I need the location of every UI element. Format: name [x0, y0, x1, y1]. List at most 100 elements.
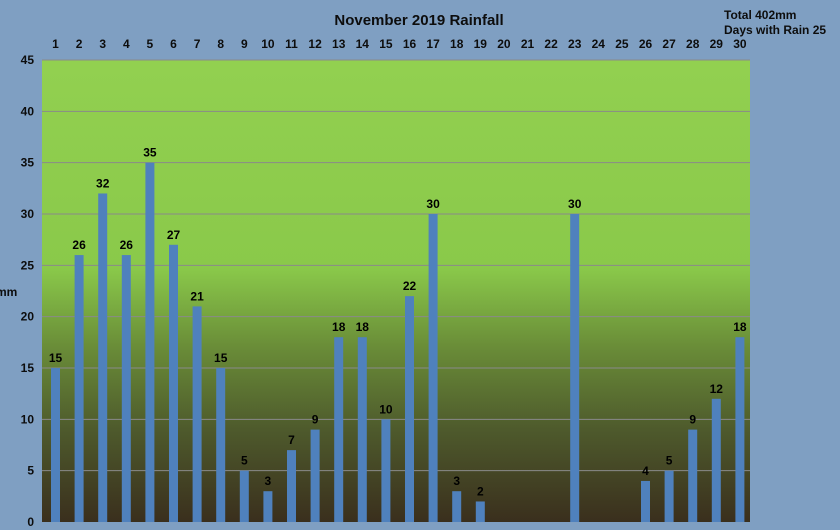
y-tick-label: 30: [21, 207, 35, 221]
data-label: 21: [190, 289, 204, 303]
data-label: 26: [72, 238, 86, 252]
bar-day-30: [735, 337, 745, 522]
data-label: 3: [265, 474, 272, 488]
data-label: 5: [666, 454, 673, 468]
x-tick-label: 18: [450, 37, 464, 51]
bar-day-10: [263, 491, 273, 522]
x-tick-label: 21: [521, 37, 535, 51]
bar-day-5: [145, 162, 155, 522]
bar-day-27: [664, 470, 674, 522]
x-tick-label: 12: [308, 37, 322, 51]
gridlines: [42, 59, 750, 472]
bar-day-9: [239, 470, 249, 522]
bar-day-4: [121, 255, 131, 523]
bar-day-14: [357, 337, 367, 522]
bar-day-3: [98, 193, 108, 522]
y-tick-label: 45: [21, 53, 35, 67]
bar-day-19: [475, 501, 485, 522]
bar-day-1: [51, 368, 60, 522]
data-label: 18: [356, 320, 370, 334]
x-tick-label: 8: [217, 37, 224, 51]
bar-day-12: [310, 429, 320, 522]
data-label: 10: [379, 402, 393, 416]
x-tick-label: 28: [686, 37, 700, 51]
x-tick-label: 1: [52, 37, 59, 51]
bar-day-11: [287, 450, 296, 522]
total-rainfall-text: Total 402mm: [724, 8, 796, 22]
x-tick-label: 11: [285, 37, 298, 51]
x-tick-label: 16: [403, 37, 417, 51]
bar-day-7: [192, 306, 202, 522]
bar-day-28: [688, 429, 698, 522]
x-tick-label: 10: [261, 37, 275, 51]
bar-day-8: [216, 368, 226, 522]
y-tick-label: 15: [21, 361, 35, 375]
data-label: 15: [49, 351, 63, 365]
x-tick-label: 19: [474, 37, 488, 51]
y-tick-label: 10: [21, 412, 35, 426]
data-label: 18: [332, 320, 346, 334]
x-tick-label: 15: [379, 37, 393, 51]
x-tick-label: 24: [592, 37, 606, 51]
bar-day-26: [641, 480, 650, 522]
bar-day-17: [428, 214, 438, 522]
y-tick-label: 20: [21, 310, 35, 324]
x-tick-label: 29: [710, 37, 724, 51]
x-tick-label: 9: [241, 37, 248, 51]
x-tick-label: 27: [662, 37, 676, 51]
data-label: 3: [453, 474, 460, 488]
x-tick-label: 22: [544, 37, 558, 51]
data-label: 30: [568, 197, 582, 211]
data-label: 2: [477, 484, 484, 498]
x-tick-label: 2: [76, 37, 83, 51]
x-tick-label: 14: [356, 37, 370, 51]
data-label: 15: [214, 351, 228, 365]
x-tick-label: 3: [99, 37, 106, 51]
bar-day-18: [452, 491, 462, 522]
data-label: 26: [120, 238, 134, 252]
data-label: 22: [403, 279, 417, 293]
y-tick-label: 25: [21, 258, 35, 272]
bar-day-29: [711, 398, 721, 522]
x-tick-label: 26: [639, 37, 653, 51]
y-tick-label: 5: [27, 464, 34, 478]
bar-day-16: [405, 296, 414, 522]
x-tick-label: 4: [123, 37, 130, 51]
data-label: 12: [710, 382, 724, 396]
days-with-rain-text: Days with Rain 25: [724, 23, 826, 37]
data-label: 30: [426, 197, 440, 211]
x-tick-label: 20: [497, 37, 511, 51]
y-axis-label: mm: [0, 285, 17, 299]
data-label: 27: [167, 228, 181, 242]
data-label: 7: [288, 433, 295, 447]
x-tick-label: 25: [615, 37, 629, 51]
data-label: 9: [689, 413, 696, 427]
bar-day-23: [570, 214, 580, 522]
x-tick-label: 5: [147, 37, 154, 51]
y-tick-label: 0: [27, 515, 34, 529]
chart-title: November 2019 Rainfall: [334, 12, 503, 29]
bar-day-13: [334, 337, 344, 522]
bar-day-6: [169, 244, 178, 523]
x-tick-label: 23: [568, 37, 582, 51]
y-tick-label: 35: [21, 156, 35, 170]
data-label: 5: [241, 454, 248, 468]
plot-area: [42, 60, 750, 522]
bars: [51, 162, 745, 523]
data-label: 32: [96, 176, 110, 190]
x-tick-label: 17: [426, 37, 440, 51]
x-tick-label: 30: [733, 37, 747, 51]
data-label: 9: [312, 413, 319, 427]
data-label: 18: [733, 320, 747, 334]
data-label: 4: [642, 464, 649, 478]
y-axis-ticks: 0 5 10 15 20 25 30 35 40 45: [21, 53, 35, 529]
x-tick-label: 6: [170, 37, 177, 51]
bar-day-2: [74, 255, 84, 523]
y-tick-label: 40: [21, 104, 35, 118]
x-tick-label: 13: [332, 37, 346, 51]
bar-day-15: [381, 419, 391, 522]
x-axis-ticks: 1 2 3 4 5 6 7 8 9 10 11 12 13 14 15 16 17 18 19 20 21 22 23 24 2…: [52, 37, 747, 51]
x-tick-label: 7: [194, 37, 201, 51]
